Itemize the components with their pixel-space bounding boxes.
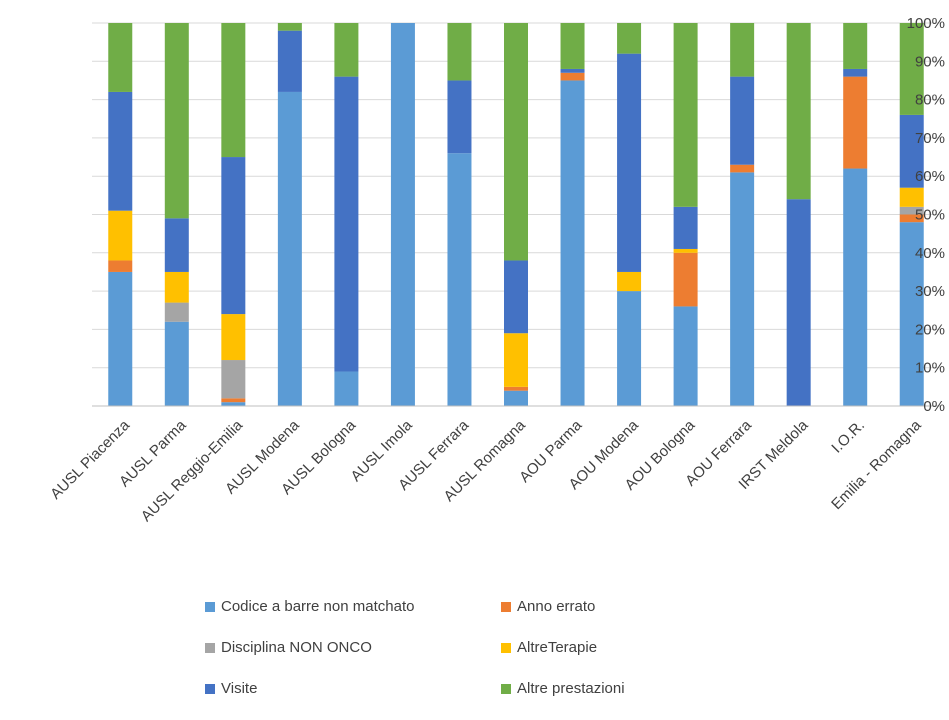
bar-segment: [504, 260, 528, 334]
bar-segment: [164, 23, 189, 219]
bar-segment: [730, 172, 755, 406]
bar-segment: [447, 80, 472, 154]
bar-segment: [504, 390, 528, 406]
bar-segment: [899, 206, 924, 215]
bar-segment: [504, 333, 528, 387]
legend-swatch: [205, 601, 215, 612]
legend-label: Altre prestazioni: [517, 680, 625, 697]
legend-swatch: [501, 642, 511, 653]
legend-item: Anno errato: [501, 598, 595, 615]
bar-segment: [221, 314, 246, 361]
legend-item: Disciplina NON ONCO: [205, 639, 372, 656]
x-tick-label: AUSL Reggio-Emilia: [138, 416, 247, 525]
legend-label: AltreTerapie: [517, 639, 598, 656]
legend-item: Altre prestazioni: [501, 680, 625, 697]
bar-segment: [730, 23, 755, 77]
y-tick-label: 70%: [915, 130, 945, 147]
bar-segment: [108, 91, 133, 211]
legend-label: Codice a barre non matchato: [221, 598, 415, 615]
y-tick-label: 10%: [915, 360, 945, 377]
y-tick-label: 60%: [915, 168, 945, 185]
legend-swatch: [501, 683, 511, 694]
bar-segment: [221, 402, 246, 406]
legend-swatch: [205, 642, 215, 653]
bar-segment: [617, 23, 642, 54]
y-tick-label: 20%: [915, 321, 945, 338]
bar-segment: [164, 302, 189, 322]
bar-segment: [617, 291, 642, 406]
bar-segment: [560, 23, 585, 69]
legend-swatch: [501, 601, 511, 612]
y-tick-label: 90%: [915, 53, 945, 70]
legend-label: Visite: [221, 680, 258, 697]
y-tick-label: 0%: [923, 398, 945, 415]
legend-item: Codice a barre non matchato: [205, 598, 414, 615]
bar-segment: [730, 76, 755, 165]
bar-segment: [334, 371, 359, 406]
bar-segment: [843, 168, 868, 406]
bar-segment: [786, 23, 811, 200]
bar-segment: [617, 53, 642, 272]
bar-segment: [843, 23, 868, 69]
bar-segment: [221, 23, 246, 158]
bar-segment: [617, 271, 642, 292]
y-tick-label: 100%: [907, 15, 945, 32]
bar-segment: [673, 23, 698, 207]
bar-segment: [560, 80, 585, 406]
x-tick-label: AUSL Piacenza: [47, 416, 133, 502]
bar-segment: [221, 157, 246, 315]
bar-segment: [730, 164, 755, 173]
bar-segment: [221, 360, 246, 399]
legend-item: AltreTerapie: [501, 639, 597, 656]
bar-segment: [108, 23, 133, 92]
bar-segment: [899, 214, 924, 223]
y-tick-labels: 0% 10% 20% 30% 40% 50% 60% 70% 80% 90% 100%: [907, 15, 945, 415]
y-tick-label: 40%: [915, 245, 945, 262]
legend-label: Disciplina NON ONCO: [221, 639, 372, 656]
bar-segment: [504, 23, 528, 261]
bar-segment: [899, 114, 924, 188]
bar-segment: [277, 23, 302, 31]
legend-swatch: [205, 683, 215, 694]
bar-segment: [108, 271, 133, 406]
bar-segment: [560, 68, 585, 73]
bar-segment: [334, 23, 359, 77]
bar-segment: [447, 153, 472, 406]
bar-segment: [673, 206, 698, 249]
x-tick-label: I.O.R.: [828, 417, 868, 457]
bar-segment: [221, 398, 246, 403]
bar-segment: [164, 218, 189, 272]
bar-segment: [899, 222, 924, 406]
bar-segment: [560, 72, 585, 81]
bar-segment: [843, 76, 868, 169]
bar-segment: [277, 30, 302, 92]
bar-segment: [673, 306, 698, 406]
y-tick-label: 50%: [915, 207, 945, 224]
bar-segment: [673, 248, 698, 253]
bar-segment: [108, 210, 133, 261]
bar-segment: [108, 260, 133, 272]
bar-segment: [843, 68, 868, 77]
bar-segment: [786, 199, 811, 406]
bar-segment: [899, 187, 924, 207]
bar-segment: [277, 91, 302, 406]
bar-segment: [164, 321, 189, 406]
bar-segment: [164, 271, 189, 303]
bar-segment: [899, 23, 924, 115]
y-tick-label: 80%: [915, 92, 945, 109]
bar-segment: [504, 386, 528, 391]
bar-segment: [447, 23, 472, 81]
bars: [108, 23, 924, 406]
legend-label: Anno errato: [517, 598, 596, 615]
y-tick-label: 30%: [915, 283, 945, 300]
bar-segment: [390, 23, 415, 406]
bar-segment: [673, 252, 698, 307]
bar-segment: [334, 76, 359, 372]
legend-item: Visite: [205, 680, 257, 697]
